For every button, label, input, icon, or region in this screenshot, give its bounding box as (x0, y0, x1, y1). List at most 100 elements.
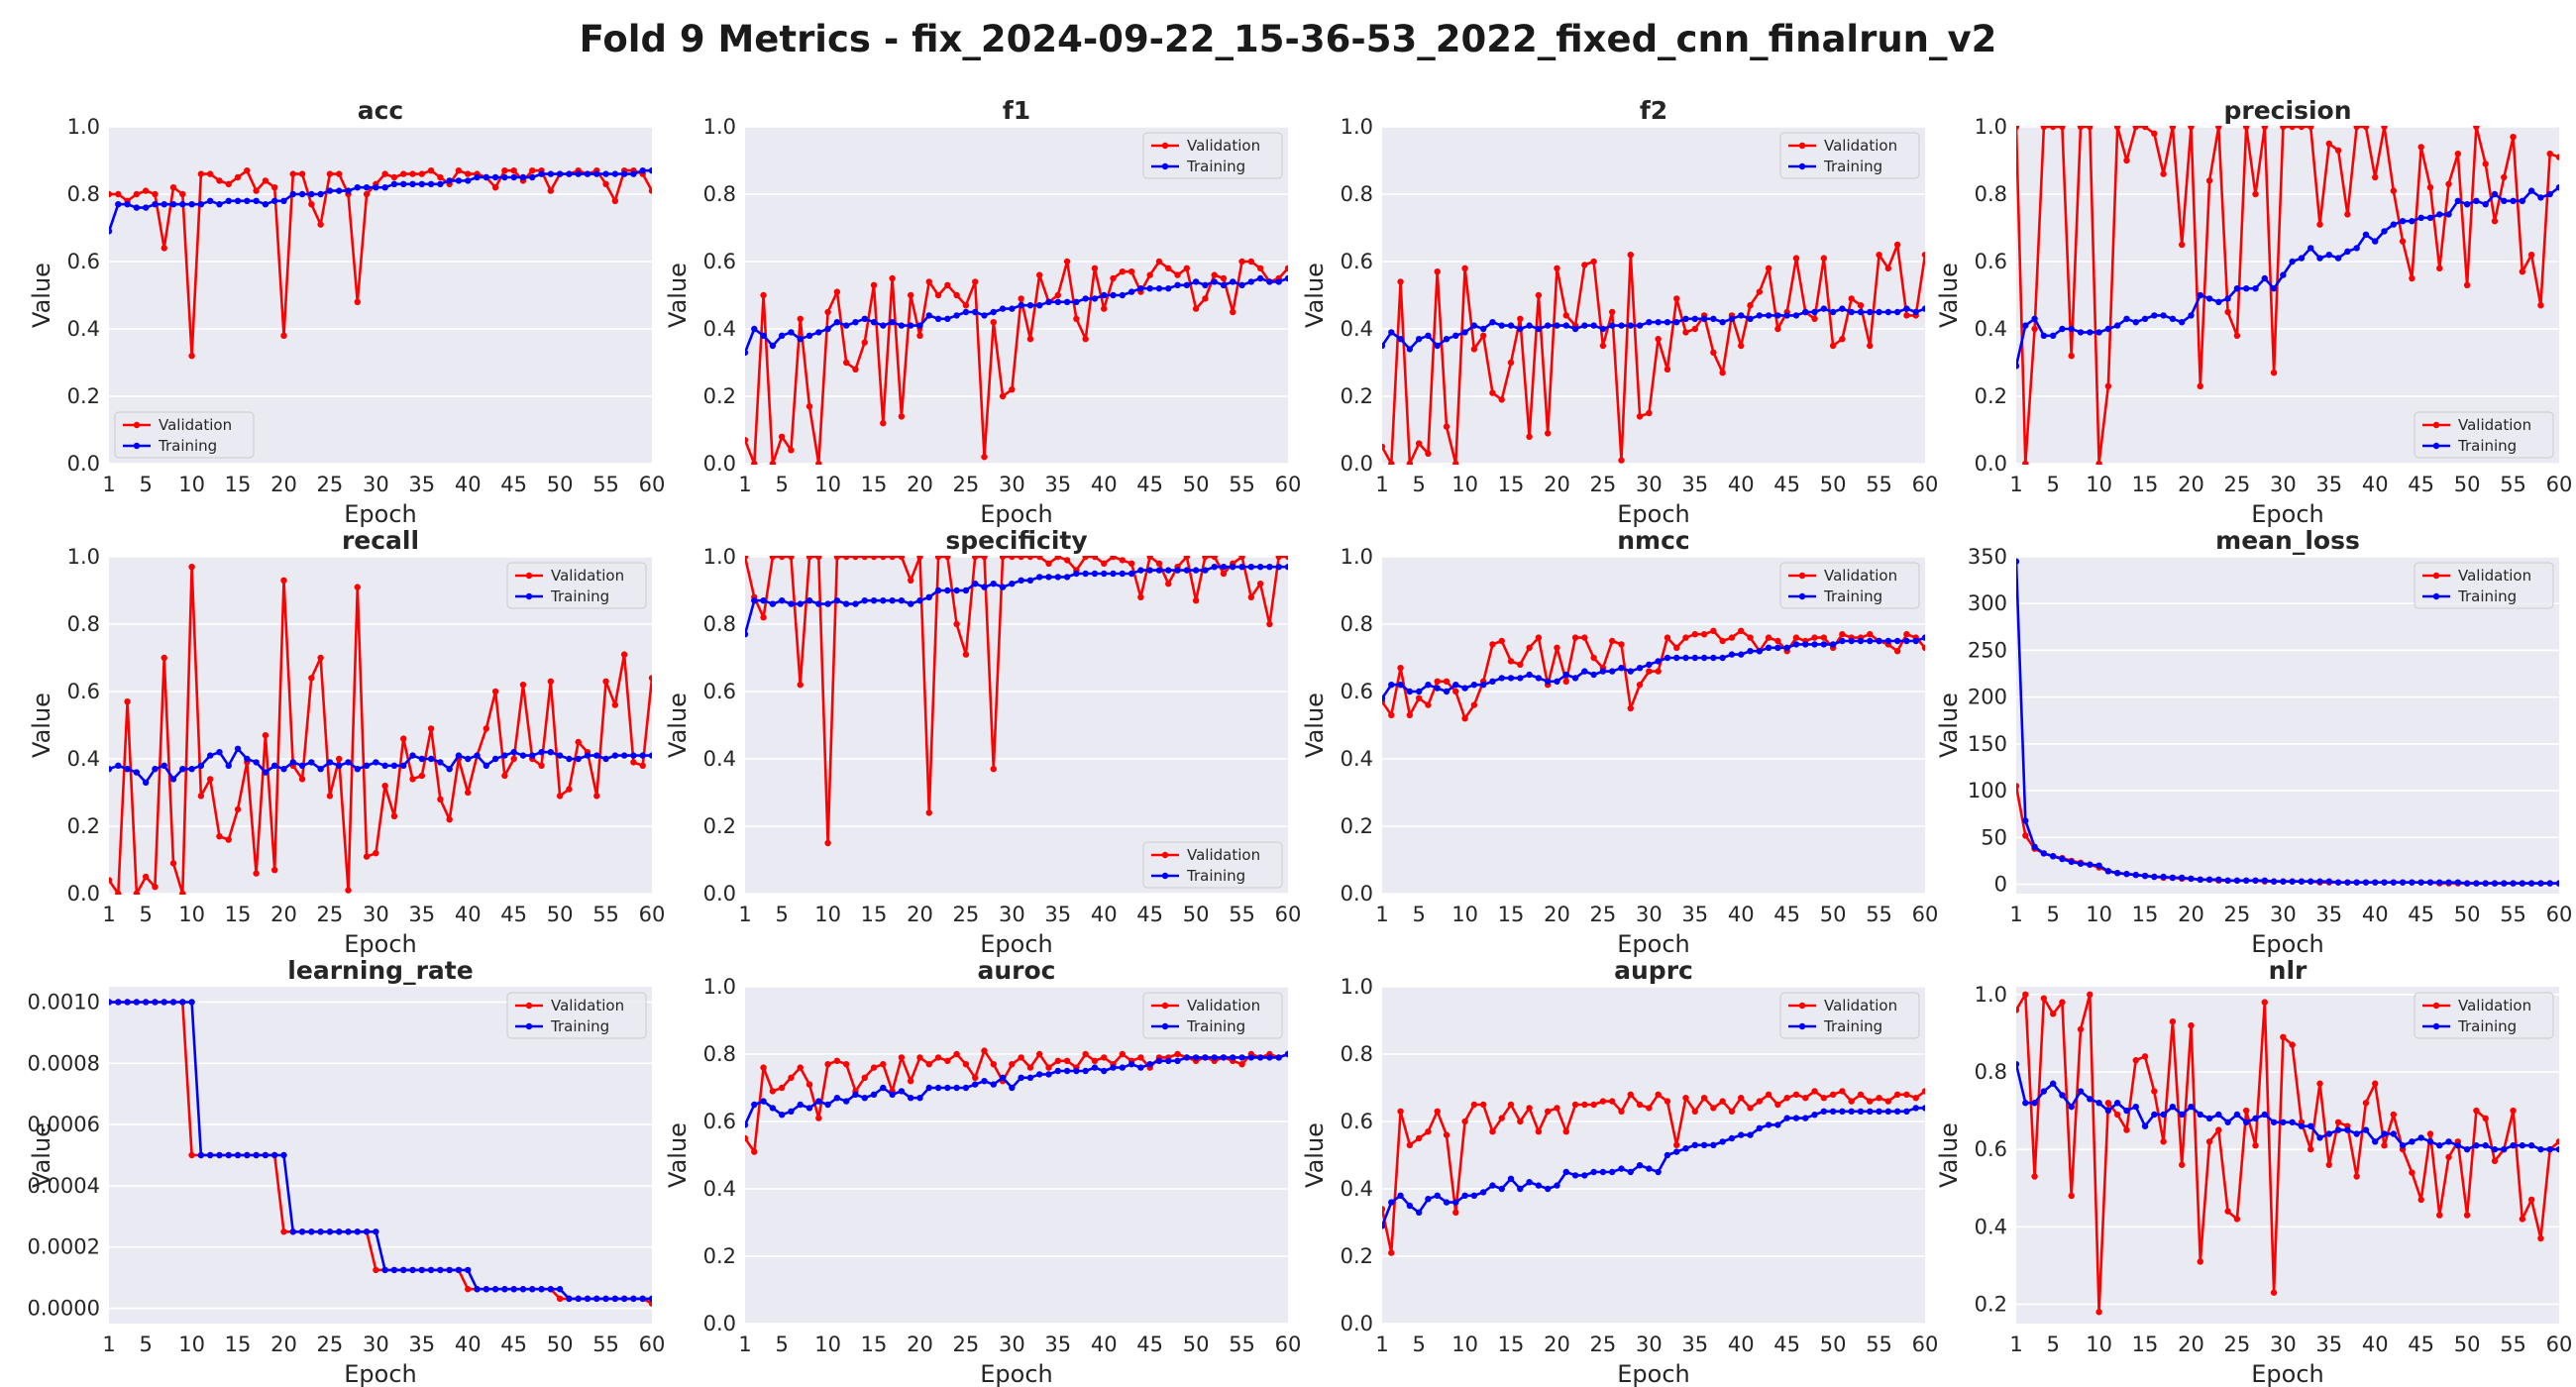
chart-auroc-point-training (861, 1095, 868, 1102)
chart-nlr-point-validation (2510, 1107, 2517, 1115)
chart-auprc-point-validation (1461, 1118, 1468, 1125)
chart-nmcc-point-validation (1700, 631, 1708, 638)
chart-auroc-point-validation (1082, 1050, 1089, 1058)
chart-nlr-point-validation (2555, 1138, 2559, 1145)
chart-precision-point-validation (2095, 460, 2102, 465)
chart-nlr-point-training (2068, 1103, 2075, 1111)
chart-auroc-point-training (1284, 1050, 1288, 1058)
chart-f1-point-validation (778, 433, 786, 440)
chart-nmcc-point-training (1498, 675, 1505, 682)
chart-auprc-point-training (1811, 1112, 1818, 1119)
chart-acc-point-validation (152, 190, 159, 198)
chart-precision-point-validation (2151, 130, 2158, 137)
chart-auroc-point-training (842, 1098, 850, 1105)
chart-mean-loss-xtick-label: 35 (2315, 903, 2342, 926)
chart-auroc-legend-label-validation: Validation (1187, 997, 1260, 1014)
chart-recall-point-training (373, 759, 379, 766)
chart-learning-rate-point-training (630, 1295, 637, 1303)
chart-f1-xtick-label: 15 (861, 473, 888, 496)
chart-recall-xtick-label: 55 (592, 903, 619, 926)
chart-auprc-xtick-label: 25 (1590, 1333, 1617, 1356)
chart-f2-point-validation (1415, 440, 1423, 447)
chart-mean-loss-ylabel: Value (1935, 693, 1963, 758)
chart-nmcc-point-validation (1535, 634, 1543, 641)
chart-recall-point-validation (602, 678, 609, 685)
chart-nlr-point-training (2031, 1100, 2038, 1107)
chart-nmcc-point-training (1554, 678, 1560, 685)
chart-specificity-point-validation (1247, 593, 1255, 600)
chart-nlr-point-training (2224, 1119, 2231, 1125)
chart-mean-loss-series-training (2016, 558, 2559, 887)
chart-recall-xtick-label: 45 (500, 903, 527, 926)
chart-specificity-title: specificity (945, 526, 1087, 555)
chart-recall-point-validation (142, 873, 150, 881)
chart-learning-rate-point-training (611, 1295, 619, 1303)
chart-learning-rate-xtick-label: 60 (639, 1333, 666, 1356)
chart-auroc-point-validation (842, 1061, 850, 1068)
chart-recall-xtick-label: 40 (455, 903, 482, 926)
chart-auroc-point-training (916, 1095, 923, 1102)
chart-mean-loss-point-training (2095, 862, 2102, 869)
chart-learning-rate-point-training (602, 1295, 609, 1303)
chart-specificity-point-validation (1127, 560, 1135, 567)
chart-learning-rate-point-training (161, 999, 167, 1006)
chart-precision-point-training (2482, 201, 2489, 208)
chart-f2-point-training (1728, 315, 1736, 322)
chart-recall-point-validation (556, 793, 564, 800)
chart-f1-point-validation (1230, 308, 1236, 316)
chart-acc-point-training (593, 170, 600, 177)
chart-learning-rate-point-training (491, 1286, 499, 1293)
chart-auprc-point-training (1876, 1108, 1882, 1116)
chart-f1-ytick-label: 0.2 (703, 384, 736, 408)
chart-nlr-xtick-label: 30 (2270, 1333, 2297, 1356)
chart-learning-rate-xtick-label: 35 (408, 1333, 435, 1356)
chart-learning-rate-point-training (262, 1151, 269, 1159)
chart-nmcc-xtick-label: 5 (1412, 903, 1425, 926)
chart-auprc-point-training (1893, 1108, 1901, 1116)
chart-f2-point-validation (1839, 336, 1846, 343)
chart-f1-legend-marker-training (1161, 162, 1169, 170)
chart-mean-loss-point-training (2399, 879, 2407, 886)
chart-nmcc-point-training (1636, 665, 1644, 672)
chart-nmcc-point-training (1912, 637, 1919, 645)
chart-nlr-legend-label-training: Training (2457, 1017, 2517, 1035)
chart-learning-rate-ytick-label: 0.0000 (28, 1297, 100, 1321)
chart-f2-ytick-label: 0.8 (1341, 182, 1373, 206)
chart-nmcc-point-validation (1691, 631, 1698, 638)
chart-acc-point-validation (308, 201, 315, 208)
chart-mean-loss-point-training (2215, 876, 2222, 884)
chart-f2-point-validation (1544, 430, 1552, 437)
chart-learning-rate-legend-label-training: Training (550, 1017, 609, 1035)
chart-specificity-point-training (990, 581, 997, 587)
chart-learning-rate-xtick-label: 30 (363, 1333, 389, 1356)
chart-auprc-point-training (1498, 1185, 1505, 1193)
chart-nlr-point-training (2381, 1130, 2388, 1137)
chart-nlr-line-validation (2016, 993, 2559, 1314)
chart-recall-point-training (501, 752, 508, 759)
chart-auprc-point-validation (1479, 1101, 1487, 1109)
chart-f2-point-training (1876, 308, 1882, 316)
chart-f1-legend-label-training: Training (1186, 158, 1245, 175)
chart-auprc-title: auprc (1614, 956, 1693, 985)
chart-nmcc-point-validation (1867, 631, 1874, 638)
chart-precision-point-validation (2178, 241, 2186, 249)
chart-specificity-point-training (1266, 564, 1273, 571)
chart-acc-point-training (491, 173, 499, 181)
chart-recall-xtick-label: 30 (363, 903, 389, 926)
chart-acc-point-training (510, 173, 517, 181)
chart-precision-xtick-label: 45 (2408, 473, 2434, 496)
chart-nlr-point-training (2113, 1100, 2121, 1107)
chart-auroc-point-training (999, 1074, 1007, 1082)
chart-auroc-point-training (934, 1084, 942, 1092)
chart-specificity-ytick-label: 0.6 (703, 680, 736, 703)
chart-nlr-point-validation (2362, 1100, 2370, 1107)
chart-f1-point-validation (1036, 271, 1043, 278)
chart-auroc-point-training (1165, 1057, 1172, 1065)
chart-recall-point-training (289, 759, 296, 766)
chart-auroc-point-validation (760, 1064, 767, 1071)
chart-auroc-xtick-label: 50 (1183, 1333, 1210, 1356)
chart-precision-point-validation (2417, 144, 2424, 151)
chart-nmcc-point-validation (1590, 654, 1597, 662)
chart-acc-point-validation (455, 167, 463, 174)
